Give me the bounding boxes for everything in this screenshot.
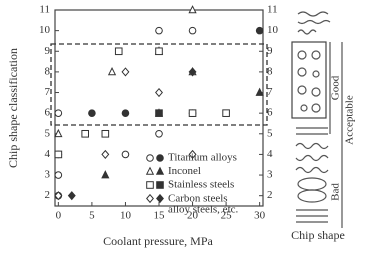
marker	[156, 89, 163, 97]
x-tick-label: 5	[89, 210, 95, 222]
side-title: Chip shape	[291, 228, 345, 242]
acceptable-label: Acceptable	[344, 95, 356, 145]
legend-label: Stainless steels	[168, 179, 234, 191]
y-tick-label: 5	[45, 127, 51, 139]
x-axis-label: Coolant pressure, MPa	[103, 234, 213, 248]
marker	[102, 151, 109, 159]
plot-frame	[55, 10, 263, 206]
good-label: Good	[330, 75, 342, 100]
legend-marker	[147, 195, 154, 203]
marker	[55, 110, 62, 117]
marker	[223, 110, 230, 117]
y-tick-label: 10	[39, 24, 51, 36]
legend-marker	[147, 182, 154, 189]
x-tick-label: 10	[120, 210, 132, 222]
marker	[189, 110, 196, 117]
legend-marker	[157, 182, 164, 189]
y-tick-label-right: 8	[267, 65, 273, 77]
y-tick-label: 4	[45, 148, 51, 160]
legend-marker	[157, 168, 164, 175]
y-tick-label: 7	[45, 86, 51, 98]
y-tick-label-right: 3	[267, 169, 273, 181]
y-tick-label-right: 11	[267, 4, 278, 16]
chart: Coolant pressure, MPa Chip shape classif…	[0, 0, 367, 253]
marker	[256, 27, 263, 34]
y-tick-label: 8	[45, 65, 51, 77]
marker	[156, 110, 163, 117]
y-tick-label: 11	[39, 4, 50, 16]
marker	[122, 68, 129, 76]
marker	[89, 110, 96, 117]
x-tick-label: 0	[56, 210, 62, 222]
marker	[122, 110, 129, 117]
legend-marker	[157, 155, 164, 162]
marker	[156, 27, 163, 34]
legend-label: Inconel	[168, 165, 201, 177]
marker	[55, 172, 62, 179]
y-tick-label-right: 9	[267, 45, 273, 57]
marker	[102, 171, 109, 178]
y-tick-label-right: 4	[267, 148, 273, 160]
y-tick-label-right: 5	[267, 127, 273, 139]
y-axis-label: Chip shape classification	[6, 48, 20, 168]
y-tick-label-right: 7	[267, 86, 273, 98]
x-tick-label: 30	[254, 210, 266, 222]
marker	[122, 151, 129, 158]
legend-marker	[147, 155, 154, 162]
y-tick-label-right: 2	[267, 189, 273, 201]
y-tick-label: 2	[45, 189, 51, 201]
marker	[156, 130, 163, 137]
legend-marker	[147, 168, 154, 175]
legend-marker	[157, 195, 164, 203]
y-tick-label: 6	[45, 107, 51, 119]
legend-label: Titanium alloys	[168, 152, 237, 164]
marker	[115, 48, 122, 55]
bad-label: Bad	[330, 183, 342, 201]
y-tick-label: 9	[45, 45, 51, 57]
marker	[82, 130, 89, 137]
marker	[156, 48, 163, 55]
marker	[68, 192, 75, 200]
marker	[102, 130, 109, 137]
marker	[55, 151, 62, 158]
y-tick-label: 3	[45, 169, 51, 181]
y-tick-label-right: 6	[267, 107, 273, 119]
marker	[109, 68, 116, 75]
y-tick-label-right: 10	[267, 24, 279, 36]
x-tick-label: 15	[154, 210, 166, 222]
marker	[189, 27, 196, 34]
